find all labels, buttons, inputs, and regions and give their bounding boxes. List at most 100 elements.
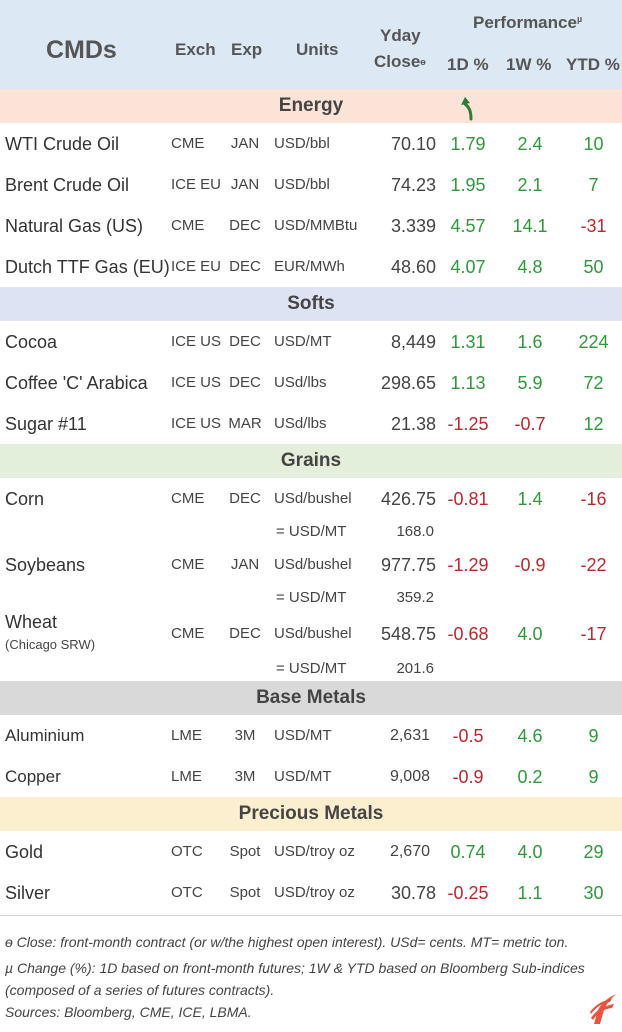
row-close: 70.10	[390, 134, 436, 154]
row-exch: ICE EU	[171, 258, 222, 275]
table-row: Natural Gas (US) CME DEC USD/MMBtu 3.339…	[0, 206, 622, 246]
row-ytd: 72	[583, 373, 604, 393]
row-1w: 5.9	[517, 373, 543, 393]
row-1d: 1.79	[450, 134, 486, 154]
row-close: 2,670	[389, 843, 430, 860]
row-exp: Spot	[229, 884, 261, 901]
col-header-close-label: Close	[374, 52, 421, 71]
row-ytd: 9	[588, 767, 599, 787]
row-ytd: -22	[580, 555, 607, 575]
col-header-yday: Yday	[380, 26, 421, 45]
row-1w: 4.0	[517, 842, 543, 862]
row-ytd: -17	[580, 624, 607, 644]
row-ytd: 30	[583, 883, 604, 903]
row-name: Cocoa	[5, 332, 58, 352]
table-row: WTI Crude Oil CME JAN USD/bbl 70.10 1.79…	[0, 124, 622, 164]
col-header-1d: 1D %	[447, 55, 489, 74]
row-close: 977.75	[380, 555, 436, 575]
row-name: Silver	[5, 883, 51, 903]
row-1w: 2.1	[517, 175, 543, 195]
row-close: 21.38	[390, 414, 436, 434]
row-exp: DEC	[229, 258, 261, 275]
conversion-close: 168.0	[396, 523, 434, 540]
row-name: WTI Crude Oil	[5, 134, 120, 154]
row-1w: 4.6	[517, 726, 543, 746]
row-close: 48.60	[390, 257, 436, 277]
row-name: Gold	[5, 842, 44, 862]
row-name: Coffee 'C' Arabica	[5, 373, 148, 393]
footnote-change: µ Change (%): 1D based on front-month fu…	[5, 960, 585, 976]
row-1w: 2.4	[517, 134, 543, 154]
row-units: USd/lbs	[274, 415, 327, 432]
row-exch: OTC	[171, 884, 203, 901]
conversion-row: = USD/MT 359.2	[0, 583, 622, 613]
conversion-close: 359.2	[396, 589, 434, 606]
row-units: EUR/MWh	[274, 258, 345, 275]
row-exp: 3M	[234, 727, 256, 744]
row-1d: 0.74	[450, 842, 486, 862]
table-row: Sugar #11 ICE US MAR USd/lbs 21.38 -1.25…	[0, 404, 622, 444]
table-row: Gold OTC Spot USD/troy oz 2,670 0.74 4.0…	[0, 832, 622, 872]
row-exp: 3M	[234, 768, 256, 785]
table-row: Aluminium LME 3M USD/MT 2,631 -0.5 4.6 9	[0, 716, 622, 756]
section-energy: Energy	[0, 89, 622, 123]
row-1w: -0.9	[514, 555, 546, 575]
row-1d: 1.95	[450, 175, 486, 195]
row-1d: -0.81	[447, 489, 489, 509]
row-exp: Spot	[229, 843, 261, 860]
row-exch: CME	[171, 490, 205, 507]
col-header-1w: 1W %	[506, 55, 552, 74]
row-name: Aluminium	[5, 726, 85, 745]
row-exp: DEC	[229, 374, 261, 391]
row-name-sub: (Chicago SRW)	[5, 637, 96, 652]
row-close: 8,449	[390, 332, 436, 352]
table-row: Corn CME DEC USd/bushel 426.75 -0.81 1.4…	[0, 479, 622, 519]
table-row: Wheat (Chicago SRW)	[0, 602, 622, 652]
row-name: Dutch TTF Gas (EU)	[5, 257, 170, 277]
row-units: USD/MT	[274, 727, 332, 744]
performance-footnote-mark: µ	[576, 14, 583, 24]
row-exp: JAN	[230, 176, 260, 193]
row-exp: MAR	[228, 415, 262, 432]
row-1d: -0.25	[447, 883, 489, 903]
table-row: Copper LME 3M USD/MT 9,008 -0.9 0.2 9	[0, 757, 622, 797]
row-1d: 1.31	[450, 332, 486, 352]
row-units: USd/bushel	[274, 490, 352, 507]
row-1w: 4.0	[517, 624, 543, 644]
row-1w: 14.1	[512, 216, 548, 236]
row-exch: CME	[171, 217, 205, 234]
row-ytd: 12	[583, 414, 604, 434]
row-ytd: 29	[583, 842, 604, 862]
col-header-ytd: YTD %	[566, 55, 620, 74]
col-header-performance-label: Performance	[473, 13, 577, 32]
row-close: 426.75	[380, 489, 436, 509]
table-title: CMDs	[46, 36, 117, 64]
section-softs: Softs	[0, 287, 622, 321]
section-grains: Grains	[0, 444, 622, 478]
row-exp: DEC	[229, 217, 261, 234]
row-exp: DEC	[229, 490, 261, 507]
conversion-units: = USD/MT	[276, 589, 347, 606]
row-ytd: -31	[580, 216, 607, 236]
close-footnote-mark: ө	[420, 57, 426, 67]
row-units: USD/MT	[274, 768, 332, 785]
row-close: 30.78	[390, 883, 436, 903]
col-header-units: Units	[296, 40, 339, 59]
row-units: USD/MT	[274, 333, 332, 350]
row-close: 74.23	[390, 175, 436, 195]
footnote-sources: Sources: Bloomberg, CME, ICE, LBMA.	[5, 1004, 252, 1020]
col-header-performance: Performanceµ	[473, 13, 582, 33]
row-units: USD/troy oz	[274, 843, 355, 860]
row-units: USD/bbl	[274, 135, 330, 152]
row-units: USD/troy oz	[274, 884, 355, 901]
row-exp: JAN	[230, 135, 260, 152]
brand-logo-icon	[590, 994, 616, 1024]
row-units: USd/bushel	[274, 625, 352, 642]
row-exch: ICE US	[171, 415, 222, 432]
conversion-units: = USD/MT	[276, 523, 347, 540]
row-ytd: 7	[588, 175, 599, 195]
row-exch: ICE US	[171, 374, 222, 391]
row-name: Natural Gas (US)	[5, 216, 144, 236]
row-close: 298.65	[380, 373, 436, 393]
row-ytd: 50	[583, 257, 604, 277]
